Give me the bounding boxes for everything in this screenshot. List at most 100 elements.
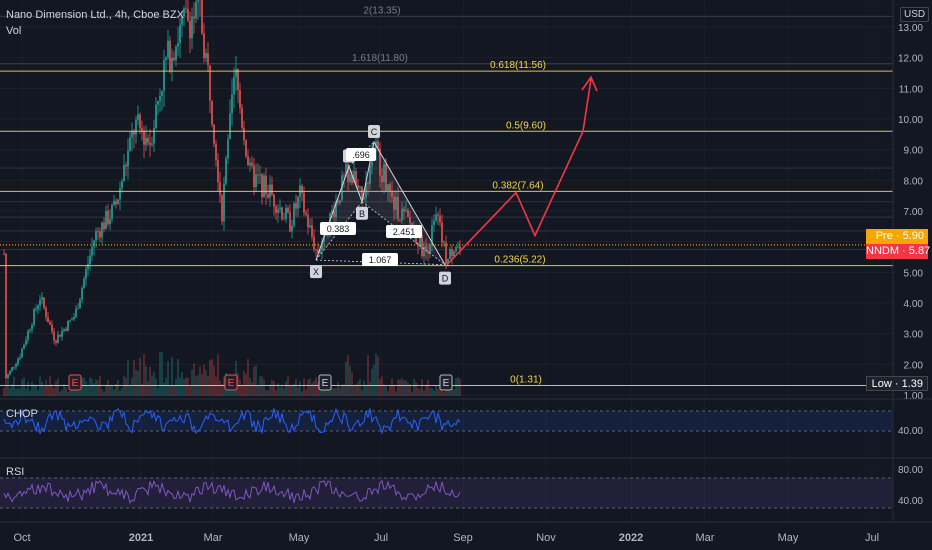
candle-body bbox=[453, 251, 455, 256]
volume-bar bbox=[47, 386, 49, 396]
candle-body bbox=[75, 308, 77, 318]
candle-body bbox=[155, 104, 157, 128]
candle-body bbox=[301, 185, 303, 193]
volume-bar bbox=[87, 385, 89, 396]
volume-bar bbox=[287, 376, 289, 396]
candle-body bbox=[215, 143, 217, 161]
chop-label[interactable]: CHOP bbox=[6, 408, 38, 420]
volume-bar bbox=[271, 380, 273, 396]
candle-body bbox=[197, 0, 199, 2]
volume-label[interactable]: Vol bbox=[6, 25, 22, 37]
rsi-band bbox=[0, 478, 893, 508]
earnings-marker bbox=[68, 374, 82, 391]
volume-bar bbox=[257, 385, 259, 396]
volume-bar bbox=[121, 387, 123, 396]
volume-bar bbox=[41, 381, 43, 396]
volume-bar bbox=[289, 385, 291, 396]
candle-body bbox=[217, 160, 219, 183]
candle-body bbox=[379, 148, 381, 176]
volume-bar bbox=[103, 391, 105, 396]
candle-body bbox=[79, 299, 81, 309]
candle-body bbox=[449, 249, 451, 259]
candle-body bbox=[265, 175, 267, 195]
y-tick-label: 13.00 bbox=[898, 23, 923, 34]
volume-bar bbox=[311, 382, 313, 396]
volume-bar bbox=[217, 354, 219, 396]
volume-bar bbox=[19, 388, 21, 396]
rsi-tick: 80.00 bbox=[898, 465, 923, 476]
candle-body bbox=[21, 348, 23, 358]
volume-bar bbox=[255, 365, 257, 396]
candle-body bbox=[165, 57, 167, 60]
rsi-label[interactable]: RSI bbox=[6, 466, 25, 478]
volume-bar bbox=[307, 379, 309, 396]
candle-body bbox=[321, 241, 323, 251]
volume-bar bbox=[37, 389, 39, 396]
volume-bar bbox=[199, 366, 201, 396]
volume-bar bbox=[115, 383, 117, 396]
candle-body bbox=[95, 231, 97, 241]
volume-bar bbox=[189, 386, 191, 396]
candle-body bbox=[443, 242, 445, 244]
volume-bar bbox=[457, 377, 459, 396]
candle-body bbox=[351, 174, 353, 183]
volume-bar bbox=[171, 357, 173, 396]
candle-body bbox=[147, 137, 149, 143]
candle-body bbox=[87, 264, 89, 269]
fib-label: 0.236(5.22) bbox=[494, 255, 545, 266]
volume-bar bbox=[253, 366, 255, 396]
candle-body bbox=[33, 309, 35, 325]
volume-bar bbox=[161, 352, 163, 396]
currency-label[interactable]: USD bbox=[900, 7, 930, 22]
volume-bar bbox=[33, 384, 35, 396]
volume-bar bbox=[195, 376, 197, 396]
pattern-point-label: D bbox=[442, 274, 449, 284]
symbol-title[interactable]: Nano Dimension Ltd., 4h, Cboe BZX bbox=[6, 9, 184, 21]
candle-body bbox=[409, 216, 411, 224]
volume-bar bbox=[427, 379, 429, 396]
candle-body bbox=[343, 175, 345, 177]
volume-bar bbox=[109, 385, 111, 396]
volume-bar bbox=[369, 381, 371, 396]
volume-bar bbox=[455, 378, 457, 396]
volume-bar bbox=[39, 376, 41, 396]
volume-bar bbox=[397, 379, 399, 396]
candle-body bbox=[151, 143, 153, 145]
candle-body bbox=[169, 40, 171, 72]
volume-bar bbox=[133, 359, 135, 396]
candle-body bbox=[77, 308, 79, 310]
ratio-label: .696 bbox=[352, 150, 370, 160]
candle-body bbox=[205, 53, 207, 59]
candle-body bbox=[249, 162, 251, 166]
candle-body bbox=[103, 222, 105, 230]
candle-body bbox=[271, 184, 273, 195]
candle-body bbox=[381, 175, 383, 183]
candle-body bbox=[395, 196, 397, 210]
candle-body bbox=[291, 225, 293, 232]
candle-body bbox=[231, 94, 233, 114]
projection-arrowhead bbox=[581, 75, 598, 92]
candle-body bbox=[349, 174, 351, 182]
volume-bar bbox=[203, 364, 205, 396]
candle-body bbox=[157, 100, 159, 105]
volume-bar bbox=[215, 376, 217, 396]
candle-body bbox=[315, 249, 317, 251]
candle-body bbox=[47, 317, 49, 323]
chop-panel: 40.00 bbox=[0, 407, 923, 437]
candle-body bbox=[431, 225, 433, 246]
candle-body bbox=[111, 205, 113, 219]
volume-bar bbox=[447, 389, 449, 396]
volume-bar bbox=[265, 390, 267, 396]
volume-bar bbox=[107, 380, 109, 396]
volume-bar bbox=[157, 387, 159, 396]
candle-body bbox=[25, 339, 27, 345]
candle-body bbox=[241, 107, 243, 128]
volume-bar bbox=[399, 379, 401, 396]
volume-bar bbox=[293, 383, 295, 396]
y-tick-label: 12.00 bbox=[898, 54, 923, 65]
volume-bar bbox=[145, 365, 147, 396]
candle-body bbox=[43, 297, 45, 308]
candle-body bbox=[273, 194, 275, 207]
candle-body bbox=[189, 20, 191, 39]
